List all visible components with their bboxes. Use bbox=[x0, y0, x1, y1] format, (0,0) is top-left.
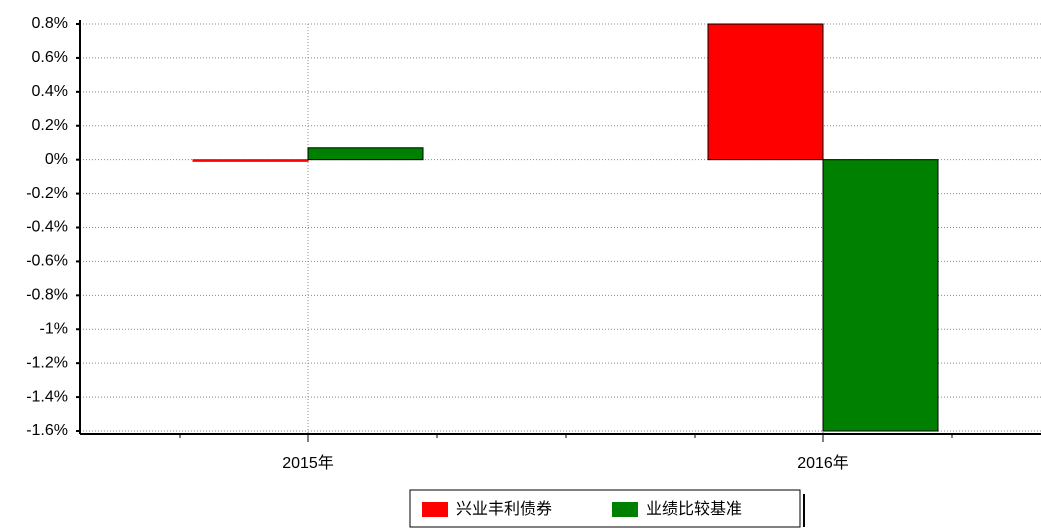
y-tick-label: 0.2% bbox=[32, 117, 68, 134]
y-tick-label: -1.2% bbox=[26, 354, 68, 371]
legend-swatch bbox=[612, 502, 638, 517]
bar bbox=[192, 159, 309, 162]
x-tick-label: 2016年 bbox=[797, 454, 849, 472]
y-tick-label: -1% bbox=[40, 320, 68, 337]
y-tick-label: 0.8% bbox=[32, 15, 68, 32]
bar bbox=[307, 147, 424, 161]
bar bbox=[822, 159, 939, 432]
bar bbox=[707, 23, 824, 161]
legend-label: 业绩比较基准 bbox=[646, 500, 742, 518]
legend-label: 兴业丰利债券 bbox=[456, 500, 552, 518]
legend-swatch bbox=[422, 502, 448, 517]
y-tick-label: -0.4% bbox=[26, 219, 68, 236]
legend-box bbox=[409, 489, 801, 528]
y-tick-label: 0% bbox=[45, 151, 68, 168]
x-tick-label: 2015年 bbox=[282, 454, 334, 472]
y-tick-label: -0.6% bbox=[26, 253, 68, 270]
y-tick-label: -1.6% bbox=[26, 422, 68, 439]
y-tick-label: -0.8% bbox=[26, 287, 68, 304]
y-tick-label: 0.4% bbox=[32, 83, 68, 100]
y-tick-label: 0.6% bbox=[32, 49, 68, 66]
y-tick-label: -1.4% bbox=[26, 388, 68, 405]
y-tick-label: -0.2% bbox=[26, 185, 68, 202]
